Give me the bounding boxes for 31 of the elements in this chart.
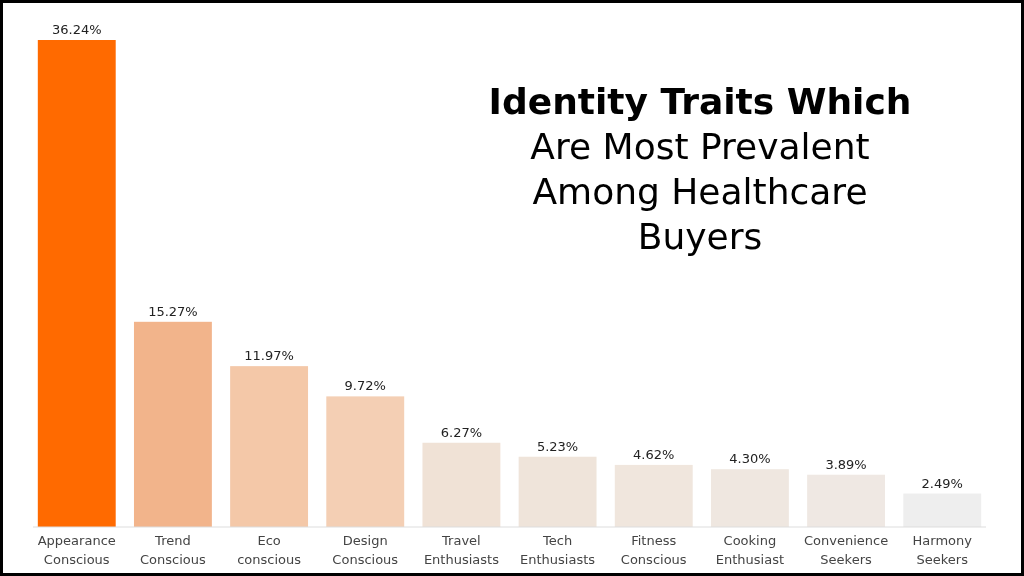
bar bbox=[326, 396, 405, 527]
data-label: 11.97% bbox=[244, 348, 294, 364]
bar bbox=[37, 40, 116, 527]
data-label: 36.24% bbox=[51, 22, 102, 37]
bar bbox=[807, 474, 886, 527]
x-tick-label: Eco conscious bbox=[237, 533, 302, 567]
bar bbox=[518, 456, 597, 527]
data-label: 2.49% bbox=[921, 475, 963, 491]
text: Identity Traits Which Are Most Prevalent Among Healthcare Buyers bbox=[488, 81, 912, 257]
x-tick-label: Design Conscious bbox=[332, 533, 399, 567]
data-label: 3.89% bbox=[825, 456, 867, 472]
x-tick-label: Travel Enthusiasts bbox=[423, 533, 500, 567]
bar bbox=[710, 469, 789, 527]
x-tick-label: Fitness Conscious bbox=[620, 533, 687, 567]
bar bbox=[133, 321, 212, 527]
bar bbox=[230, 366, 309, 527]
data-label: 5.23% bbox=[536, 438, 579, 454]
data-label: 4.30% bbox=[729, 451, 771, 467]
bar bbox=[422, 442, 501, 527]
x-tick-label: Tech Enthusiasts bbox=[520, 533, 596, 567]
x-tick-label: Harmony Seekers bbox=[912, 533, 973, 567]
data-label: 15.27% bbox=[148, 303, 198, 319]
x-tick-label: Convenience Seekers bbox=[803, 533, 889, 567]
data-label: 6.27% bbox=[440, 424, 483, 440]
x-tick-label: Cooking Enthusiast bbox=[715, 533, 785, 567]
x-tick-label: Trend Conscious bbox=[140, 533, 207, 567]
data-label: 4.62% bbox=[633, 446, 675, 462]
bar bbox=[614, 464, 693, 527]
data-label: 9.72% bbox=[344, 378, 386, 394]
x-tick-label: Appearance Conscious bbox=[37, 533, 116, 567]
bar bbox=[903, 493, 982, 527]
